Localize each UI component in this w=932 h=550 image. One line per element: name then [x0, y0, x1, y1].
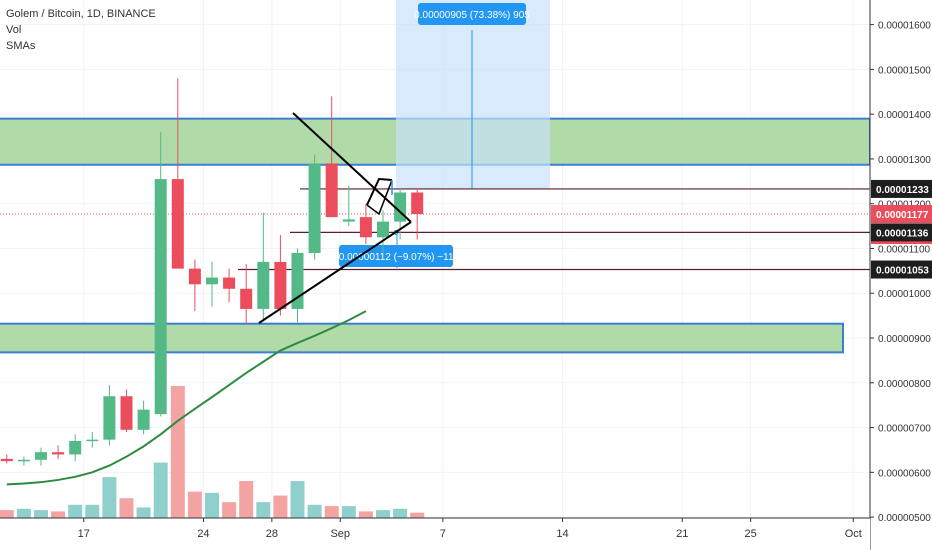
time-tick-label: 28: [266, 528, 278, 540]
price-drop-label-text: −0.00000112 (−9.07%) −112: [333, 252, 460, 263]
candle-body: [17, 459, 30, 462]
legend: Golem / Bitcoin, 1D, BINANCE Vol SMAs: [6, 6, 156, 54]
candle-body: [120, 396, 133, 430]
volume-bar: [136, 507, 151, 518]
candle-body: [52, 452, 65, 455]
volume-bar: [256, 502, 271, 518]
time-axis-bg: [0, 518, 870, 550]
candle-body: [206, 277, 218, 285]
volume-bar: [341, 506, 356, 518]
candle-body: [171, 179, 184, 269]
volume-bar: [307, 504, 322, 518]
time-tick-label: 24: [197, 528, 209, 540]
price-tick-label: 0.00001600: [878, 21, 931, 32]
price-range-label-text: 0.00000905 (73.38%) 905: [414, 10, 530, 21]
trend-drawings[interactable]: [258, 112, 412, 324]
price-tag: [871, 179, 932, 198]
trendline-upper: [292, 112, 412, 223]
candle-body: [274, 261, 287, 309]
volume-bar: [205, 492, 219, 518]
volume-bar: [85, 504, 100, 518]
sma-layer: [6, 310, 367, 486]
candle-body: [137, 409, 150, 430]
price-tick-label: 0.00001400: [878, 110, 931, 121]
candle-body: [86, 439, 99, 442]
price-tick-label: 0.00001100: [878, 244, 931, 255]
candle-body: [154, 179, 167, 415]
volume-bar: [376, 510, 390, 518]
volume-bar: [0, 510, 14, 518]
candle-body: [257, 261, 270, 309]
time-tick-label: 7: [440, 528, 446, 540]
volume-bar: [273, 495, 288, 518]
price-tick-label: 0.00000500: [878, 513, 931, 524]
volume-bar: [102, 477, 117, 518]
candle-layer: [0, 78, 424, 466]
volume-bar: [187, 491, 202, 518]
volume-bar: [324, 506, 339, 518]
candle-body: [223, 277, 236, 289]
volume-bar: [170, 386, 185, 518]
price-range-box: [396, 0, 550, 189]
volume-bar: [222, 502, 237, 518]
candle-body: [359, 217, 372, 238]
time-axis[interactable]: 17 24 28 Sep 7 14 21 25 Oct: [0, 517, 870, 550]
volume-bar: [119, 498, 134, 518]
vol-label[interactable]: Vol: [6, 24, 22, 36]
price-tag-text: 0.00001136: [876, 228, 929, 239]
price-tag: [871, 205, 932, 224]
time-tick-label: 17: [78, 528, 90, 540]
time-tick-label: 14: [556, 528, 568, 540]
candle-body: [103, 396, 116, 440]
diamond-marker: [366, 179, 393, 216]
volume-bar: [358, 511, 373, 518]
price-tag-text: 0.00001177: [876, 210, 929, 221]
diamond-marker: [366, 177, 393, 206]
sma-label[interactable]: SMAs: [6, 40, 36, 52]
trendline-lower: [258, 221, 412, 324]
price-tick-label: 0.00001500: [878, 65, 931, 76]
volume-bar: [290, 481, 305, 518]
price-tick-label: 0.00001300: [878, 155, 931, 166]
price-tag: [871, 260, 932, 279]
support-zone: [0, 322, 844, 354]
candle-body: [342, 219, 355, 222]
price-tag-text: 0.00001053: [876, 266, 929, 277]
price-tick-label: 0.00001000: [878, 289, 931, 300]
volume-bar: [34, 510, 48, 518]
price-tag: [871, 223, 932, 242]
price-tick-label: 0.00000700: [878, 424, 931, 435]
volume-bar: [393, 508, 408, 518]
price-tick-label: 0.00000600: [878, 468, 931, 479]
time-tick-label: 21: [676, 528, 688, 540]
volume-bar: [410, 512, 425, 518]
price-axis[interactable]: 0.00001600 0.00001500 0.00001400 0.00001300…: [869, 0, 932, 550]
candle-body: [325, 163, 338, 218]
volume-bar: [51, 511, 66, 518]
candle-body: [35, 452, 47, 460]
time-tick-label: 25: [745, 528, 757, 540]
volume-bar: [153, 462, 168, 518]
time-tick-label: Oct: [845, 528, 862, 540]
price-tag-text: 0.00001233: [876, 185, 929, 196]
candle-body: [188, 268, 201, 285]
price-tick-label: 0.00000900: [878, 334, 931, 345]
symbol-title[interactable]: Golem / Bitcoin, 1D, BINANCE: [6, 8, 156, 20]
candle-body: [308, 163, 321, 253]
volume-bar: [16, 508, 31, 518]
candle-body: [411, 192, 424, 215]
candle-body: [0, 458, 13, 462]
candle-body: [240, 288, 253, 309]
time-tick-label: Sep: [330, 528, 350, 540]
volume-layer: [0, 386, 425, 518]
candle-body: [69, 440, 82, 455]
price-range-label: [418, 3, 526, 25]
sma-line: [6, 310, 367, 486]
volume-bar: [239, 481, 254, 518]
volume-bar: [68, 504, 83, 518]
price-drop-measure: −0.00000112 (−9.07%) −112: [333, 229, 460, 269]
candle-body: [377, 221, 389, 238]
price-tick-label: 0.00000800: [878, 379, 931, 390]
